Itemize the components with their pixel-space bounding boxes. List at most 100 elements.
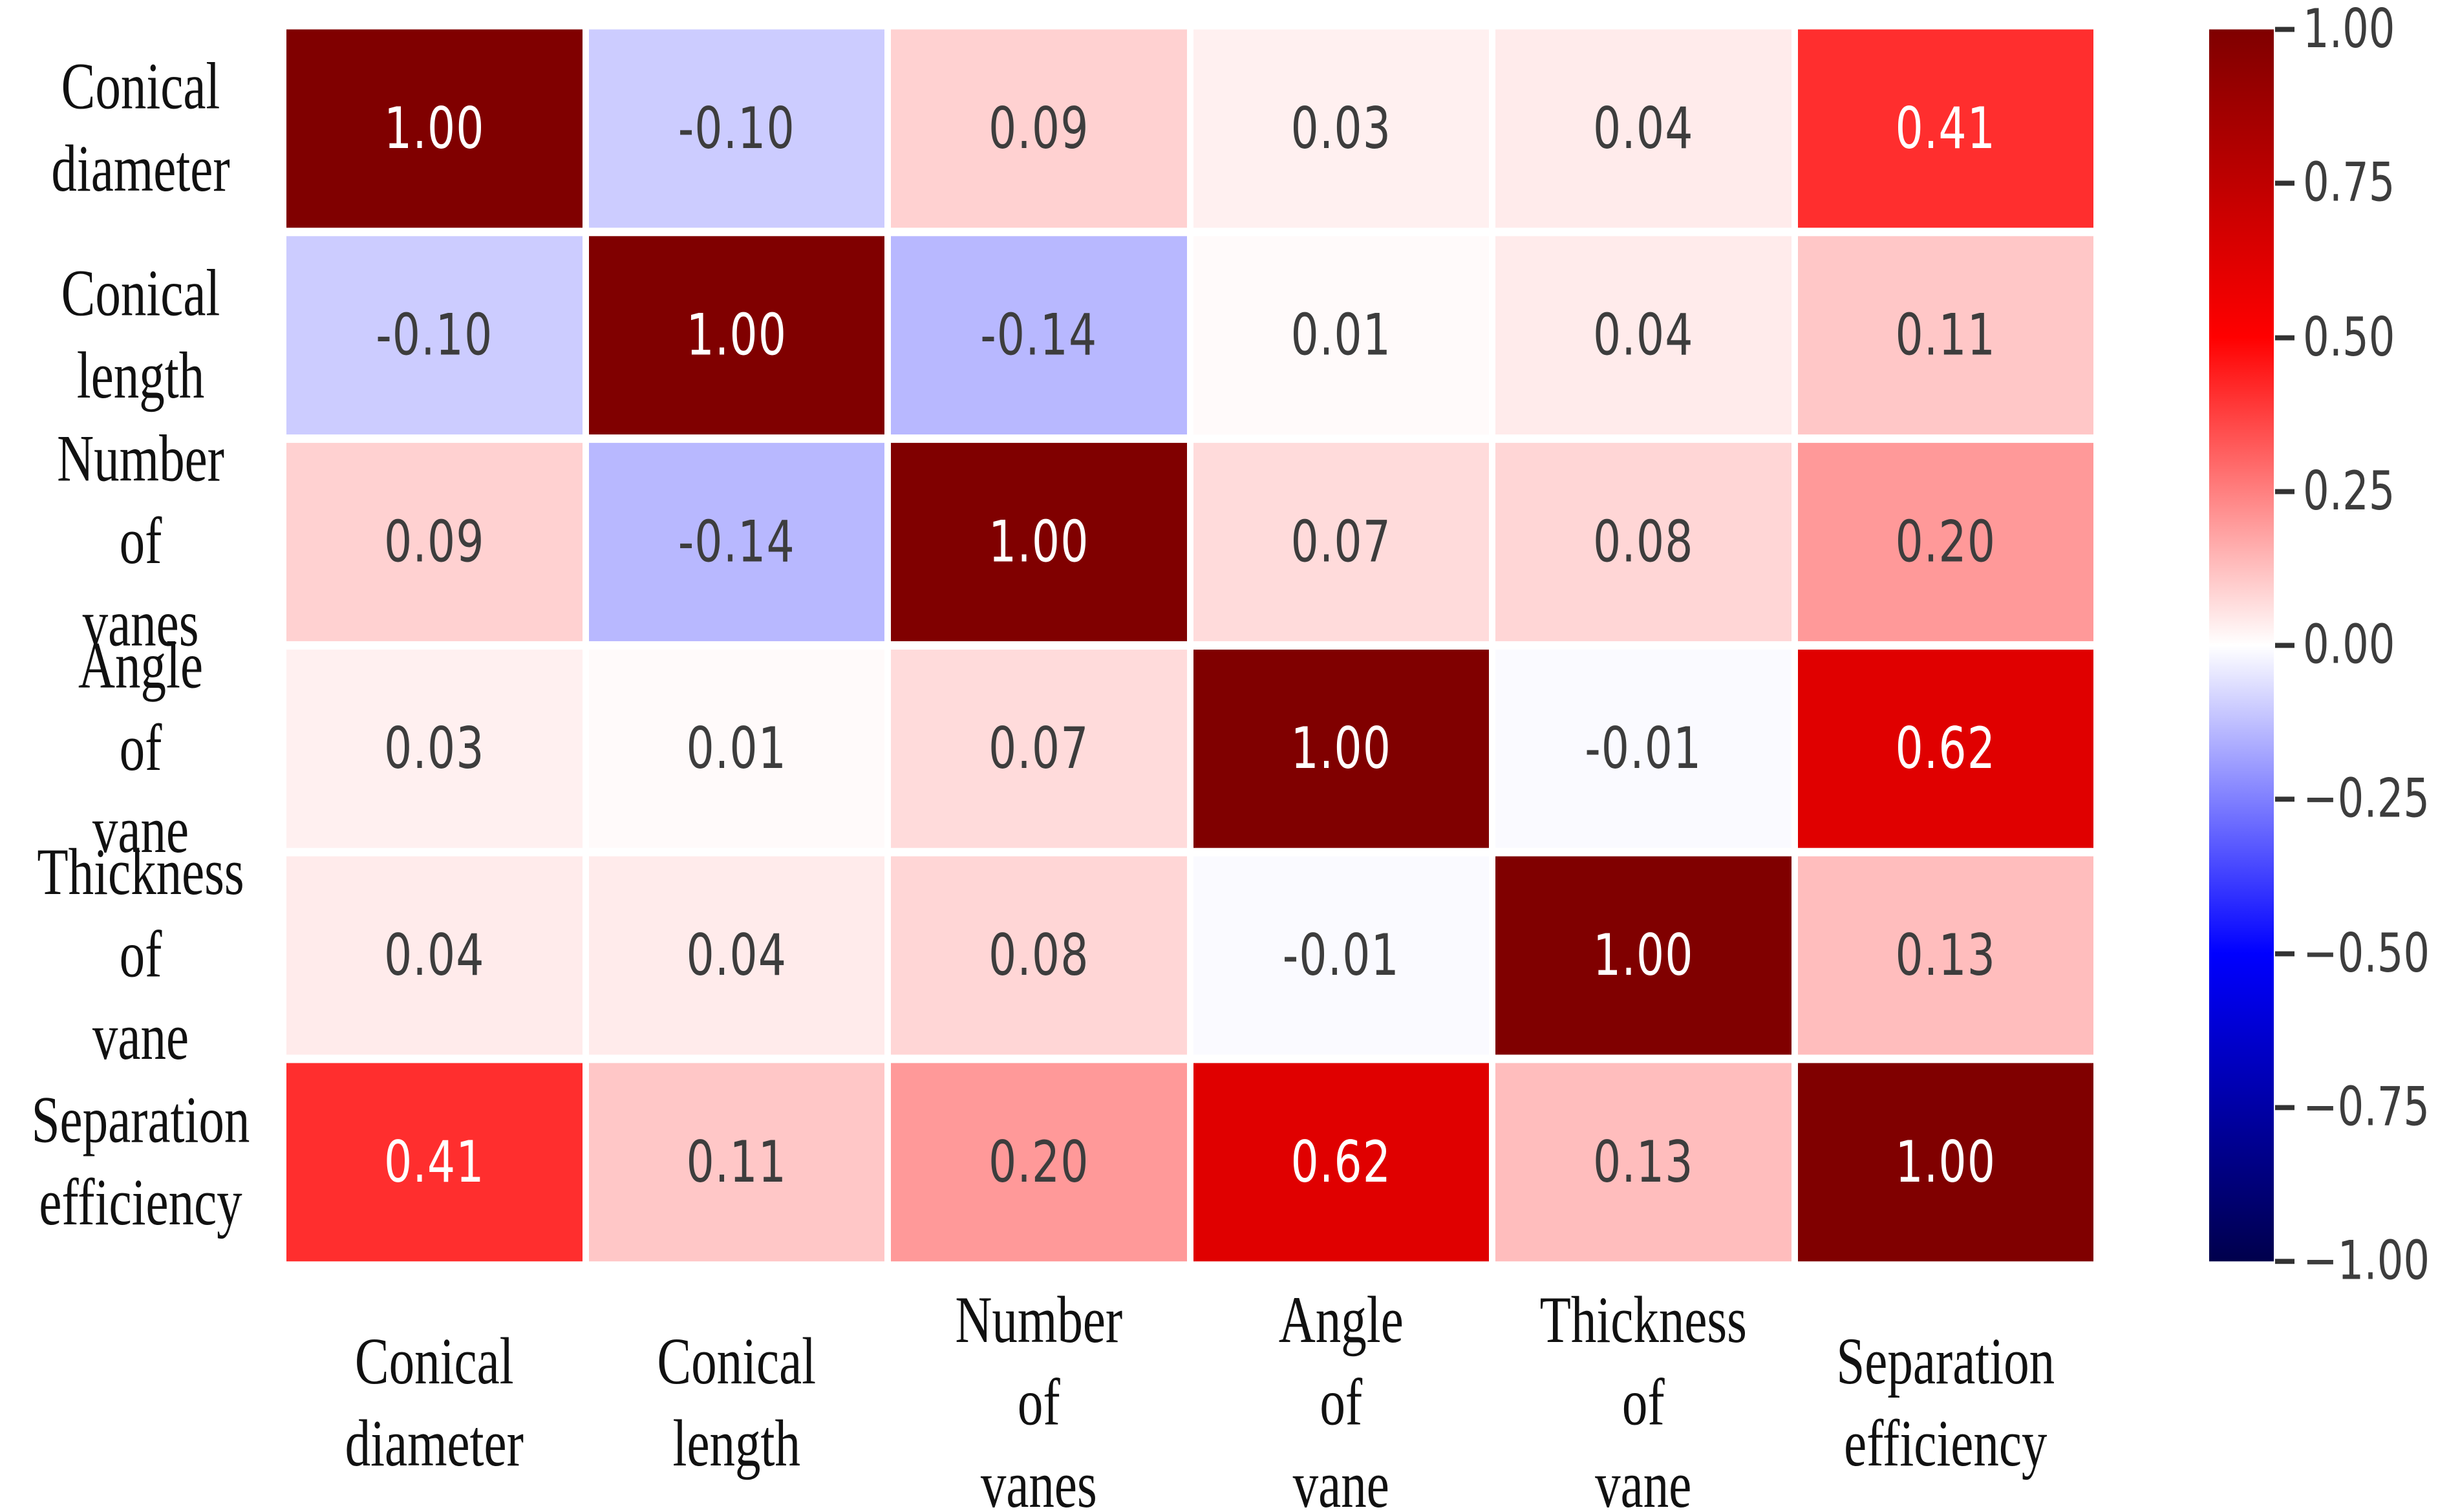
heatmap-cell: -0.14 <box>891 236 1187 435</box>
heatmap-cell: 1.00 <box>1797 1063 2093 1262</box>
cell-value: 0.41 <box>384 1129 485 1196</box>
heatmap-cell: 0.04 <box>1495 236 1791 435</box>
heatmap-cell: 0.41 <box>286 1063 583 1262</box>
cell-value: 1.00 <box>1593 922 1694 989</box>
colorbar-tick-label: 1.00 <box>2303 0 2395 61</box>
x-axis-label: Conical length <box>657 1325 817 1481</box>
cell-value: 0.01 <box>686 715 787 782</box>
heatmap-cell: 0.04 <box>286 856 583 1055</box>
heatmap-cell: -0.10 <box>588 29 884 228</box>
cell-value: 0.09 <box>384 509 485 575</box>
cell-value: 0.08 <box>989 922 1089 989</box>
cell-value: -0.10 <box>376 302 493 369</box>
heatmap-cell: 0.07 <box>891 649 1187 848</box>
x-axis-label: Number of vanes <box>955 1284 1123 1512</box>
cell-value: -0.01 <box>1585 715 1702 782</box>
cell-value: 0.07 <box>1290 509 1391 575</box>
cell-value: 1.00 <box>1895 1129 1996 1196</box>
x-axis-label: Thickness of vane <box>1539 1284 1747 1512</box>
heatmap-cell: 0.62 <box>1797 649 2093 848</box>
cell-value: 0.20 <box>1895 509 1996 575</box>
heatmap-cell: 0.09 <box>891 29 1187 228</box>
cell-value: 0.04 <box>686 922 787 989</box>
heatmap-cell: 1.00 <box>891 443 1187 641</box>
cell-value: 0.11 <box>686 1129 787 1196</box>
colorbar-tick-label: −1.00 <box>2303 1230 2430 1293</box>
cell-value: 0.13 <box>1593 1129 1694 1196</box>
heatmap-cell: -0.14 <box>588 443 884 641</box>
heatmap-cell: 0.13 <box>1797 856 2093 1055</box>
heatmap-cell: 0.01 <box>1193 236 1489 435</box>
heatmap-cell: 0.13 <box>1495 1063 1791 1262</box>
heatmap-cell: -0.01 <box>1193 856 1489 1055</box>
heatmap-cell: 1.00 <box>286 29 583 228</box>
x-axis-label: Conical diameter <box>345 1325 524 1481</box>
cell-value: -0.14 <box>980 302 1098 369</box>
y-axis-label: Separation efficiency <box>31 1084 250 1240</box>
cell-value: 0.62 <box>1290 1129 1391 1196</box>
heatmap-cell: 0.03 <box>1193 29 1489 228</box>
cell-value: 0.03 <box>1290 95 1391 162</box>
colorbar-tick-label: −0.50 <box>2303 922 2430 985</box>
cell-value: 0.41 <box>1895 95 1996 162</box>
cell-value: 1.00 <box>1290 715 1391 782</box>
colorbar-tick-label: 0.50 <box>2303 306 2395 369</box>
y-axis-label: Number of vanes <box>57 423 224 661</box>
cell-value: 1.00 <box>989 509 1089 575</box>
cell-value: 0.03 <box>384 715 485 782</box>
heatmap-grid: 1.00 -0.10 0.09 0.03 0.04 0.41 -0.10 1.00 -0.14 0… <box>286 29 2093 1262</box>
heatmap-cell: 0.20 <box>1797 443 2093 641</box>
cell-value: 0.20 <box>989 1129 1089 1196</box>
colorbar-tick-label: −0.25 <box>2303 768 2430 831</box>
cell-value: 0.04 <box>384 922 485 989</box>
y-axis-label: Conical length <box>61 257 220 413</box>
heatmap-cell: 0.62 <box>1193 1063 1489 1262</box>
cell-value: 0.04 <box>1593 95 1694 162</box>
cell-value: 0.01 <box>1290 302 1391 369</box>
cell-value: 0.07 <box>989 715 1089 782</box>
heatmap-cell: 0.41 <box>1797 29 2093 228</box>
colorbar-tick-mark <box>2275 643 2294 648</box>
colorbar-tick-label: 0.25 <box>2303 460 2395 523</box>
heatmap-cell: -0.01 <box>1495 649 1791 848</box>
heatmap-cell: 0.08 <box>1495 443 1791 641</box>
heatmap-cell: 1.00 <box>1193 649 1489 848</box>
colorbar-tick-mark <box>2275 1259 2294 1264</box>
cell-value: -0.10 <box>678 95 795 162</box>
colorbar-tick-mark <box>2275 180 2294 186</box>
cell-value: 1.00 <box>384 95 485 162</box>
y-axis-label: Conical diameter <box>51 50 230 206</box>
cell-value: -0.14 <box>678 509 795 575</box>
colorbar-tick-label: 0.00 <box>2303 614 2395 677</box>
colorbar-tick-mark <box>2275 796 2294 802</box>
colorbar-tick-label: −0.75 <box>2303 1076 2430 1139</box>
heatmap-cell: 0.20 <box>891 1063 1187 1262</box>
colorbar <box>2209 29 2274 1262</box>
y-axis-label: Thickness of vane <box>37 836 244 1074</box>
heatmap-cell: 0.11 <box>1797 236 2093 435</box>
cell-value: -0.01 <box>1282 922 1400 989</box>
heatmap-cell: 0.07 <box>1193 443 1489 641</box>
cell-value: 0.09 <box>989 95 1089 162</box>
heatmap-cell: 1.00 <box>1495 856 1791 1055</box>
heatmap-cell: 0.04 <box>588 856 884 1055</box>
heatmap-cell: -0.10 <box>286 236 583 435</box>
cell-value: 0.04 <box>1593 302 1694 369</box>
cell-value: 0.11 <box>1895 302 1996 369</box>
colorbar-tick-mark <box>2275 27 2294 32</box>
cell-value: 0.13 <box>1895 922 1996 989</box>
heatmap-cell: 0.01 <box>588 649 884 848</box>
heatmap-cell: 1.00 <box>588 236 884 435</box>
x-axis-label: Angle of vane <box>1278 1284 1404 1512</box>
cell-value: 0.08 <box>1593 509 1694 575</box>
colorbar-tick-label: 0.75 <box>2303 152 2395 215</box>
heatmap-cell: 0.04 <box>1495 29 1791 228</box>
cell-value: 1.00 <box>686 302 787 369</box>
colorbar-tick-mark <box>2275 1105 2294 1110</box>
y-axis-label: Angle of vane <box>78 629 204 868</box>
x-axis-label: Separation efficiency <box>1836 1325 2055 1481</box>
heatmap-cell: 0.08 <box>891 856 1187 1055</box>
heatmap-cell: 0.11 <box>588 1063 884 1262</box>
heatmap-cell: 0.03 <box>286 649 583 848</box>
